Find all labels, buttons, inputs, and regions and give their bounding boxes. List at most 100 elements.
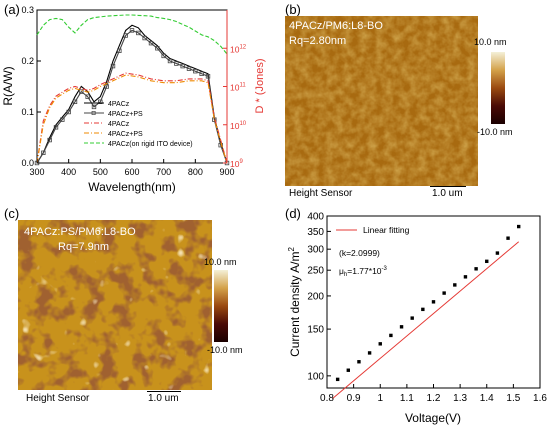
series-point-1 [199,71,204,76]
x-tick-label: 1.6 [533,393,547,404]
data-point [453,283,457,287]
panel-b-label: (b) [285,2,301,17]
afm-rq-b: Rq=2.80nm [289,35,347,47]
series-line-4 [36,14,228,55]
x-axis-label: Wavelength(nm) [88,180,176,194]
legend-label: 4PACz [108,101,130,108]
data-point [346,368,350,372]
series-point-1 [186,66,192,71]
series-line-0 [36,24,228,164]
series-point-1 [148,40,154,46]
annotation-mu: μh=1.77*10-3 [339,266,388,278]
data-point [517,224,521,229]
series-line-2 [36,72,228,164]
x-tick-label: 700 [156,167,171,177]
series-line-3 [36,74,228,164]
legend-label: 4PACz(on rigid ITO device) [108,141,193,148]
x-tick-label: 0.9 [347,393,361,404]
y-axis-left-label: R(A/W) [1,66,15,105]
y-right-tick-label: 1012 [230,44,247,54]
series-point-1 [136,30,141,36]
series-point-1 [60,117,65,122]
y-axis-label-d: Current density A/m2 [287,247,302,357]
current-density-chart: 0.8 0.9 1 1.1 1.2 1.3 1.4 1.5 1.6 100 150 200 250 30… [287,212,547,426]
data-point [378,342,382,346]
series-point-1 [129,28,135,33]
series-point-1 [117,48,122,53]
y-left-tick-label: 0.1 [21,107,34,117]
series-point-1 [205,74,211,79]
x-tick-label: 1.2 [427,393,441,404]
data-point [399,325,404,329]
afm-image-c: 4PACz:PS/PM6:L8-BO Rq=7.9nm [18,220,212,390]
scale-bar-b [430,186,466,187]
series-point-1 [72,99,78,104]
data-point [506,236,510,240]
y-tick-label: 300 [307,245,324,256]
responsivity-detectivity-chart: 300 400 500 600 700 800 900 0.0 0.1 0.2 0.3 109 10… [1,5,266,194]
series-point-1 [85,94,90,99]
colorbar-min-b: -10.0 nm [477,127,513,137]
series-point-1 [193,69,198,74]
data-point [421,307,425,312]
x-tick-label: 1.1 [400,393,414,404]
y-left-tick-label: 0.3 [21,5,34,15]
data-point [357,360,361,364]
series-point-1 [180,63,185,69]
scale-label-b: 1.0 um [432,188,463,199]
x-tick-label: 0.8 [320,393,334,404]
series-point-1 [104,84,109,89]
series-point-1 [155,46,160,51]
series-point-1 [66,109,71,115]
x-tick-label: 500 [93,167,108,177]
y-tick-label: 150 [307,325,324,336]
scale-bar-c [147,391,181,392]
x-tick-label: 1.4 [480,393,494,404]
panel-d-label: (d) [285,206,301,221]
x-tick-label: 900 [219,167,234,177]
data-point [463,275,468,279]
colorbar-c [214,270,228,342]
x-tick-label: 1.5 [506,393,520,404]
data-point [335,377,340,382]
series-point-1 [47,137,52,143]
y-tick-label: 350 [307,227,324,238]
sensor-label-c: Height Sensor [26,393,90,404]
series-point-1 [79,89,84,94]
x-tick-label: 1.3 [453,393,467,404]
sensor-label-b: Height Sensor [289,188,353,199]
data-point [474,267,478,271]
afm-title-b: 4PACz/PM6:L8-BO [289,20,383,32]
x-tick-label: 400 [61,167,76,177]
afm-rq-c: Rq=7.9nm [58,241,110,253]
y-right-tick-label: 109 [230,159,243,169]
legend-label: 4PACz+PS [108,111,143,118]
series-point-1 [161,53,166,59]
data-point [431,300,436,304]
legend-label-d: Linear fitting [363,225,410,235]
series-line-1 [36,29,228,164]
y-right-tick-label: 1011 [230,83,246,93]
legend-label: 4PACz [108,121,130,128]
series-point-1 [174,61,179,66]
y-tick-label: 400 [307,212,324,223]
x-tick-label: 800 [188,167,203,177]
data-point [389,333,393,338]
series-point-1 [98,99,103,104]
y-left-tick-label: 0.0 [21,158,34,168]
series-point-1 [167,58,173,64]
y-axis-right-label: D * (Jones) [254,58,266,113]
colorbar-b [491,52,505,124]
x-tick-label: 600 [124,167,139,177]
legend-label: 4PACz+PS [108,131,143,138]
y-right-tick-label: 1010 [230,121,247,131]
y-left-tick-label: 0.2 [21,56,34,66]
annotation-k: (k=2.0999) [339,248,380,258]
series-point-1 [41,150,46,155]
series-point-1 [91,104,97,110]
data-point [495,251,500,255]
series-point-1 [142,35,147,41]
series-point-1 [53,125,59,130]
data-point [485,259,489,264]
colorbar-max-b: 10.0 nm [474,37,507,47]
